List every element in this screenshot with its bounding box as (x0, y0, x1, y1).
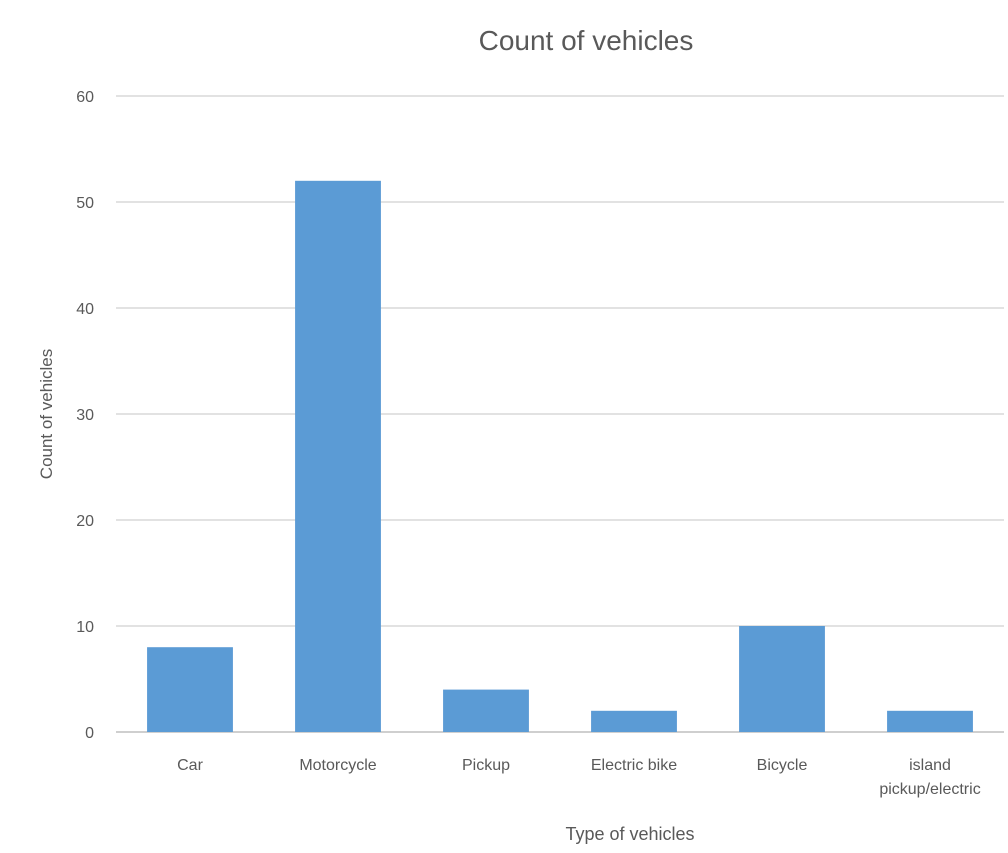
bar-electric-bike (591, 710, 677, 732)
bar-bicycle (739, 626, 825, 732)
y-tick-label: 10 (76, 619, 94, 636)
x-tick-label: Bicycle (757, 757, 808, 774)
x-tick-label: Electric bike (591, 757, 677, 774)
bars (147, 180, 973, 733)
x-tick-label-line: Pickup (462, 757, 510, 774)
bar-car (147, 647, 233, 732)
bar-island-pickup-electric (887, 710, 973, 732)
x-tick-label: Pickup (462, 757, 510, 774)
y-tick-label: 40 (76, 301, 94, 318)
y-tick-label: 60 (76, 89, 94, 106)
x-tick-label: Motorcycle (299, 757, 376, 774)
y-tick-label: 30 (76, 407, 94, 424)
chart-title: Count of vehicles (479, 25, 694, 56)
y-axis-ticks: 0 10 20 30 40 50 60 (76, 89, 94, 742)
gridlines (116, 95, 1004, 733)
x-tick-label-line: Electric bike (591, 757, 677, 774)
x-tick-label: island pickup/electric (879, 757, 980, 798)
y-tick-label: 0 (85, 725, 94, 742)
x-tick-label-line: island (909, 757, 951, 774)
x-tick-label-line: Motorcycle (299, 757, 376, 774)
y-tick-label: 20 (76, 513, 94, 530)
y-tick-label: 50 (76, 195, 94, 212)
x-axis-title: Type of vehicles (565, 824, 694, 844)
x-tick-label-line: Bicycle (757, 757, 808, 774)
x-axis-ticks: Car Motorcycle Pickup Electric bike Bicycle i… (177, 757, 981, 798)
bar-motorcycle (295, 180, 381, 733)
y-axis-title: Count of vehicles (37, 349, 56, 479)
x-tick-label-line: pickup/electric (879, 781, 980, 798)
bar-pickup (443, 689, 529, 732)
x-tick-label: Car (177, 757, 203, 774)
x-tick-label-line: Car (177, 757, 203, 774)
